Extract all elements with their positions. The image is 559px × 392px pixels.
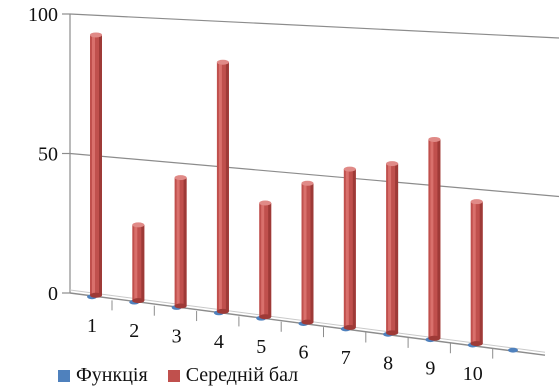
bar-highlight — [92, 34, 95, 296]
bar-base — [132, 298, 145, 304]
bar-shade — [183, 177, 187, 307]
bar-top — [259, 200, 272, 206]
bar-average-7 — [343, 166, 356, 330]
bar-shade — [352, 169, 356, 328]
bar-top — [90, 32, 102, 38]
x-tick-label: 8 — [383, 352, 393, 374]
bar-average-9 — [428, 136, 441, 341]
bar-top — [470, 199, 483, 205]
x-tick-label: 7 — [341, 347, 351, 369]
bar-shade — [437, 139, 441, 339]
bar-average-10 — [470, 199, 483, 347]
grid-layer — [69, 13, 559, 198]
legend-swatch-average — [167, 369, 180, 382]
label-layer: 0 50 100 1 2 3 4 5 6 7 8 9 10 — [28, 4, 483, 385]
bar-average-2 — [132, 222, 145, 304]
bar-base — [216, 308, 229, 314]
bar-highlight — [261, 203, 265, 317]
bar-average-5 — [259, 200, 272, 320]
gridline — [69, 152, 559, 198]
x-tick-label: 4 — [214, 331, 224, 353]
x-tick-label: 9 — [425, 358, 435, 380]
bar-average-6 — [301, 180, 314, 325]
bar-top — [301, 180, 314, 186]
bar-base — [386, 330, 399, 336]
x-tick-label: 5 — [256, 336, 266, 358]
bar-highlight — [345, 169, 349, 328]
legend-item-average: Середній бал — [167, 364, 299, 387]
legend-swatch-function — [58, 369, 70, 382]
x-tick-label: 3 — [172, 326, 182, 348]
bar-top — [216, 59, 229, 65]
bar-layer — [87, 32, 518, 353]
bar-shade — [310, 183, 314, 323]
bar-highlight — [388, 163, 392, 333]
x-tick-label: 10 — [463, 363, 483, 385]
x-tick-label: 2 — [129, 320, 139, 342]
bar-shade — [99, 34, 102, 296]
bar-base — [90, 292, 102, 298]
bar-highlight — [303, 183, 307, 323]
bar-top — [386, 161, 399, 167]
bar-top — [343, 166, 356, 172]
bar-shade — [141, 224, 145, 301]
y-tick-label: 100 — [28, 4, 58, 26]
bar-shade — [479, 201, 483, 344]
bar-base — [259, 314, 272, 320]
bar-shade — [225, 62, 229, 312]
bar-base — [343, 324, 356, 330]
bar-base — [174, 303, 187, 309]
bar-top — [174, 175, 187, 181]
bar-base — [301, 319, 314, 325]
legend-item-function: Функція — [58, 364, 148, 387]
bar-average-1 — [90, 32, 102, 298]
bar-top — [132, 222, 145, 228]
y-tick-label: 50 — [38, 144, 58, 166]
y-tick-label: 0 — [48, 283, 58, 305]
bar-highlight — [134, 224, 138, 301]
legend-label-function: Функція — [76, 364, 148, 386]
floor-marker — [508, 347, 518, 353]
bar-base — [470, 341, 483, 347]
x-tick-label: 6 — [299, 342, 309, 364]
bar-highlight — [218, 62, 222, 312]
bar-average-3 — [174, 175, 187, 309]
legend-label-average: Середній бал — [185, 364, 299, 386]
bar-shade — [395, 163, 399, 333]
bar-highlight — [430, 139, 434, 339]
bar-average-8 — [386, 161, 399, 336]
x-tick-label: 1 — [87, 315, 97, 337]
bar-shade — [268, 203, 272, 317]
bar-top — [428, 136, 441, 142]
bar-highlight — [176, 177, 180, 307]
gridline — [69, 13, 559, 39]
bar-highlight — [472, 201, 476, 344]
legend: Функція Середній бал — [58, 364, 298, 387]
bar-base — [428, 335, 441, 341]
bar-average-4 — [216, 59, 229, 314]
